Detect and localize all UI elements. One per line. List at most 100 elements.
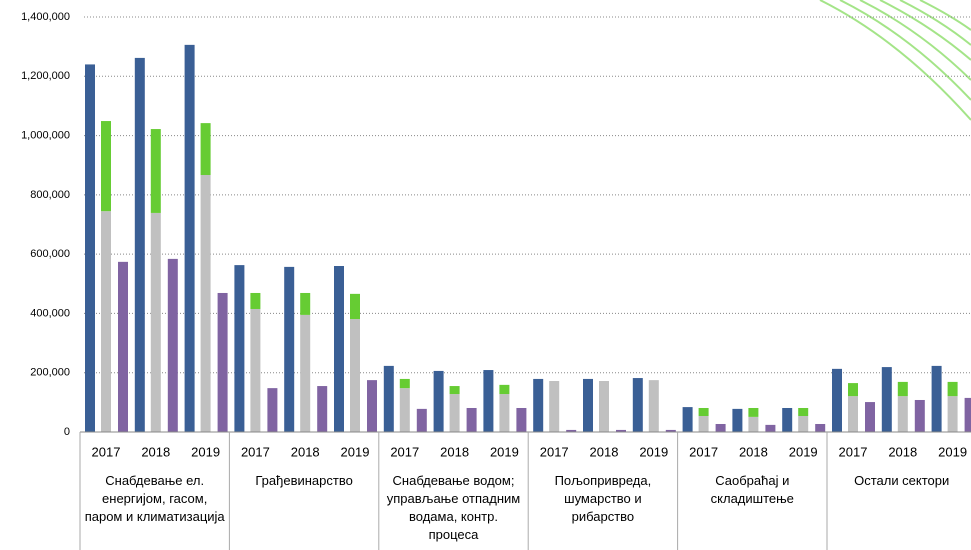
bar	[416, 408, 427, 432]
bar	[200, 123, 211, 175]
y-tick-label: 800,000	[30, 189, 70, 201]
bar	[85, 64, 95, 432]
y-tick-label: 1,400,000	[21, 11, 70, 23]
bar	[947, 381, 958, 397]
bar	[798, 415, 809, 432]
bar	[150, 212, 161, 432]
bar	[399, 388, 410, 432]
bar	[399, 378, 410, 389]
bar	[466, 407, 477, 432]
bar	[217, 292, 228, 432]
bar	[150, 129, 161, 213]
bar	[300, 292, 311, 315]
bar	[317, 386, 328, 432]
x-tick-label: 2019	[789, 444, 818, 459]
bar	[665, 429, 676, 432]
bar	[964, 397, 971, 432]
bar	[583, 378, 593, 432]
bar	[267, 388, 278, 432]
x-tick-label: 2018	[141, 444, 170, 459]
bar	[732, 408, 743, 432]
bar	[748, 407, 759, 417]
bar	[549, 381, 560, 432]
bar	[167, 258, 178, 432]
bar	[698, 407, 709, 416]
bar	[648, 380, 659, 432]
x-tick-label: 2019	[191, 444, 220, 459]
bar	[516, 407, 527, 432]
x-tick-label: 2018	[739, 444, 768, 459]
x-tick-label: 2018	[440, 444, 469, 459]
bar	[350, 319, 360, 432]
bar	[865, 402, 875, 432]
x-tick-label: 2019	[938, 444, 967, 459]
x-tick-label: 2019	[490, 444, 519, 459]
decoration	[819, 0, 971, 121]
bar	[914, 399, 925, 432]
group-label: Остали сектори	[854, 473, 950, 488]
bar	[284, 266, 295, 432]
y-tick-label: 1,000,000	[21, 129, 70, 141]
group-label: Снабдевање водом; управљање отпадним вод…	[386, 473, 521, 542]
x-tick-label: 2018	[590, 444, 619, 459]
group-label: Снабдевање ел. енергијом, гасом, паром и…	[84, 473, 225, 524]
group-label: Саобраћај и складиштење	[710, 473, 794, 506]
bar	[449, 394, 460, 432]
bar	[715, 423, 726, 432]
y-tick-label: 600,000	[30, 248, 70, 260]
bar	[499, 384, 510, 395]
x-tick-label: 2017	[390, 444, 419, 459]
group-label: Грађевинарство	[255, 473, 353, 488]
y-tick-label: 0	[64, 426, 70, 438]
bar	[765, 424, 776, 432]
y-tick-label: 400,000	[30, 307, 70, 319]
bar	[698, 415, 709, 432]
bar	[815, 423, 826, 432]
bar	[433, 370, 444, 432]
bar	[533, 378, 544, 432]
bar	[599, 381, 609, 432]
bar	[367, 380, 377, 432]
bar	[748, 416, 759, 432]
x-tick-label: 2017	[839, 444, 868, 459]
bar	[947, 396, 958, 432]
bar	[300, 314, 311, 432]
x-tick-label: 2018	[888, 444, 917, 459]
bar	[234, 265, 245, 432]
bar	[200, 174, 211, 432]
bar	[632, 378, 643, 432]
bar	[499, 394, 510, 432]
bar	[616, 429, 626, 432]
x-tick-label: 2017	[92, 444, 121, 459]
bar	[134, 57, 145, 433]
y-tick-label: 200,000	[30, 367, 70, 379]
bar	[832, 368, 842, 432]
x-tick-label: 2017	[540, 444, 569, 459]
bar	[881, 367, 892, 432]
bar	[897, 396, 908, 432]
x-tick-label: 2019	[341, 444, 370, 459]
group-label: Пољопривреда, шумарство и рибарство	[554, 473, 652, 524]
x-tick-label: 2019	[639, 444, 668, 459]
bar	[848, 396, 858, 432]
bar	[798, 407, 809, 416]
bar	[897, 381, 908, 397]
bar	[250, 292, 261, 309]
bar	[566, 429, 577, 432]
bar	[350, 293, 360, 320]
bar	[101, 121, 111, 212]
bar	[848, 383, 858, 397]
bar	[250, 308, 261, 432]
bar	[101, 211, 111, 432]
bar	[334, 266, 344, 432]
bar	[682, 407, 693, 432]
bar	[383, 365, 394, 432]
bar	[483, 370, 494, 432]
bar	[118, 261, 128, 432]
x-tick-label: 2018	[291, 444, 320, 459]
bar	[931, 365, 942, 432]
bar	[184, 44, 195, 432]
y-tick-label: 1,200,000	[21, 70, 70, 82]
